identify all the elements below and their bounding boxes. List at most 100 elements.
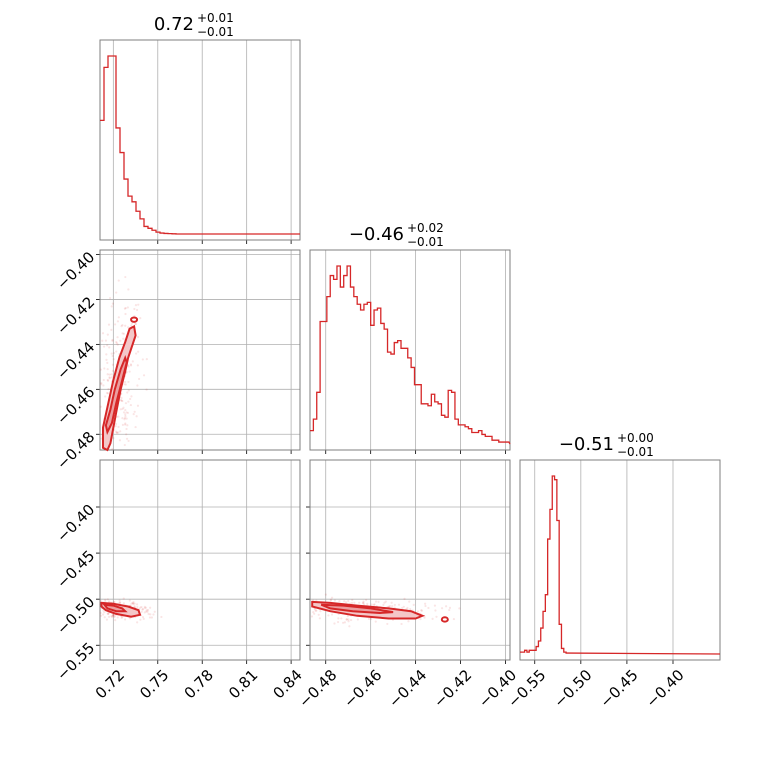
sample-point — [103, 367, 106, 370]
sample-point — [333, 622, 336, 625]
sample-point — [445, 605, 448, 608]
sample-point — [113, 601, 116, 604]
sample-point — [104, 395, 107, 398]
sample-point — [125, 437, 129, 440]
sample-point — [128, 370, 131, 373]
sample-point — [134, 322, 137, 326]
sample-point — [141, 358, 144, 361]
sample-point — [377, 600, 380, 603]
panel-frame — [99, 39, 301, 241]
sample-point — [133, 307, 136, 311]
sample-point — [362, 601, 365, 604]
sample-point — [121, 407, 124, 411]
sample-point — [137, 377, 141, 381]
sample-point — [119, 430, 122, 433]
sample-point — [358, 601, 361, 604]
sample-point — [126, 424, 129, 427]
sample-point — [353, 601, 356, 604]
sample-point — [373, 603, 376, 606]
sample-point — [112, 358, 115, 361]
sample-point — [424, 604, 427, 608]
sample-point — [145, 609, 148, 612]
sample-point — [124, 306, 127, 310]
sample-point — [121, 615, 124, 618]
param-title-0: 0.72 — [154, 14, 194, 35]
sample-point — [111, 302, 114, 305]
sample-point — [106, 361, 109, 364]
sample-point — [370, 603, 373, 606]
sample-point — [387, 605, 390, 608]
sample-point — [105, 353, 108, 356]
x-tick-label: 0.78 — [181, 666, 217, 702]
sample-point — [106, 392, 110, 395]
sample-point — [111, 354, 114, 358]
sample-point — [110, 615, 114, 618]
param-title-plus-1: +0.02 — [407, 221, 444, 235]
sample-point — [108, 373, 111, 376]
sample-point — [124, 618, 127, 621]
sample-point — [130, 395, 133, 398]
sample-point — [122, 406, 125, 409]
histogram-1 — [310, 265, 511, 445]
panel-2-2: −0.51 +0.00−0.01 — [519, 431, 721, 664]
sample-point — [112, 352, 116, 355]
sample-point — [134, 352, 138, 355]
sample-point — [106, 612, 109, 615]
sample-point — [317, 613, 320, 616]
y-tick-label: −0.42 — [53, 293, 98, 338]
sample-point — [116, 616, 119, 619]
sample-point — [136, 404, 140, 407]
sample-point — [318, 617, 321, 620]
sample-point — [131, 360, 134, 363]
sample-point — [137, 303, 140, 306]
sample-point — [382, 603, 385, 607]
sample-point — [361, 602, 365, 605]
sample-point — [127, 400, 130, 403]
sample-point — [118, 439, 122, 442]
sample-point — [108, 600, 111, 603]
sample-point — [101, 332, 105, 335]
sample-point — [416, 610, 420, 613]
sample-point — [130, 322, 133, 325]
sample-point — [336, 620, 340, 624]
sample-point — [393, 603, 396, 607]
sample-point — [115, 342, 118, 345]
sample-point — [141, 608, 144, 611]
sample-point — [111, 614, 115, 617]
sample-point — [102, 345, 106, 348]
sample-point — [127, 380, 130, 384]
sample-point — [330, 613, 334, 616]
panel-1-0 — [96, 249, 301, 454]
sample-point — [144, 606, 148, 609]
x-tick-label: −0.46 — [340, 666, 385, 711]
sample-point — [347, 618, 350, 621]
panel-frame — [309, 249, 511, 451]
sample-point — [420, 609, 423, 612]
sample-point — [100, 381, 103, 385]
x-tick-label: −0.42 — [430, 666, 475, 711]
sample-point — [452, 617, 456, 621]
sample-point — [132, 600, 135, 604]
contour-level-2 — [104, 355, 128, 435]
sample-point — [111, 614, 115, 617]
sample-point — [111, 369, 114, 373]
sample-point — [113, 615, 116, 618]
sample-point — [118, 599, 121, 602]
sample-point — [100, 383, 103, 386]
sample-point — [384, 600, 387, 603]
panel-frame — [309, 459, 511, 661]
y-tick-label: −0.44 — [53, 338, 98, 383]
sample-point — [114, 619, 117, 622]
sample-point — [110, 376, 113, 379]
sample-point — [148, 616, 152, 619]
sample-point — [402, 605, 405, 608]
sample-point — [329, 598, 333, 601]
sample-point — [119, 339, 122, 342]
x-tick-label: 0.72 — [92, 666, 128, 702]
sample-point — [431, 617, 434, 620]
sample-point — [347, 599, 350, 603]
sample-point — [125, 411, 128, 414]
sample-point — [145, 388, 148, 391]
sample-point — [136, 384, 139, 387]
sample-point — [133, 602, 136, 605]
